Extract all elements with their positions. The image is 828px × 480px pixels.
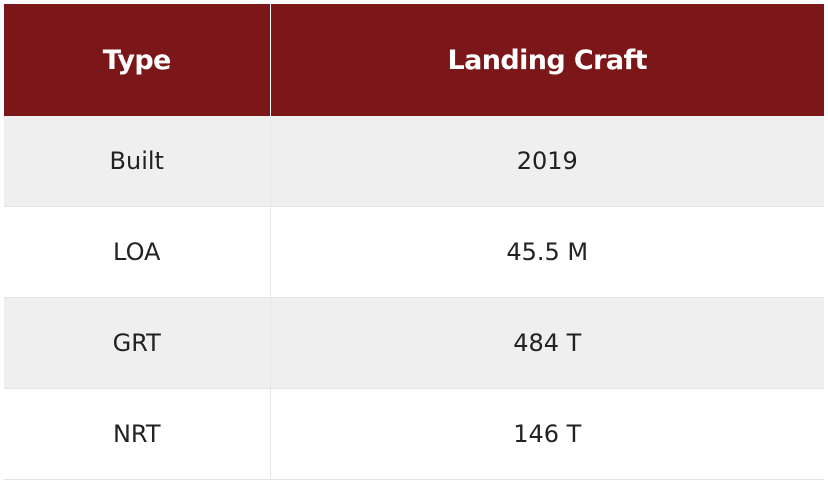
- table-row-loa: LOA 45.5 M: [4, 206, 824, 298]
- table-header: Type Landing Craft: [4, 4, 824, 116]
- row-value-grt: 484 T: [270, 297, 824, 389]
- row-label-nrt: NRT: [4, 388, 271, 480]
- table-body: Built 2019 LOA 45.5 M GRT 484 T NRT 146 …: [4, 116, 824, 480]
- row-label-grt: GRT: [4, 297, 271, 389]
- row-value-nrt: 146 T: [270, 388, 824, 480]
- header-cell-landing-craft: Landing Craft: [270, 4, 824, 116]
- specifications-table: Type Landing Craft Built 2019 LOA 45.5 M…: [4, 4, 824, 480]
- table-row-built: Built 2019: [4, 116, 824, 207]
- row-value-built: 2019: [270, 116, 824, 207]
- row-label-loa: LOA: [4, 206, 271, 298]
- specifications-table-container: Type Landing Craft Built 2019 LOA 45.5 M…: [4, 4, 824, 480]
- row-label-built: Built: [4, 116, 271, 207]
- header-cell-type: Type: [4, 4, 271, 116]
- row-value-loa: 45.5 M: [270, 206, 824, 298]
- table-row-grt: GRT 484 T: [4, 297, 824, 389]
- header-row: Type Landing Craft: [4, 4, 824, 116]
- table-row-nrt: NRT 146 T: [4, 388, 824, 480]
